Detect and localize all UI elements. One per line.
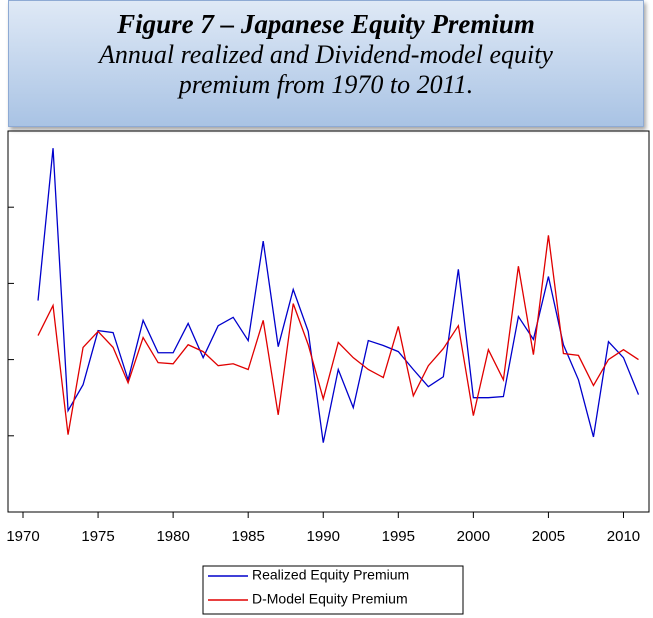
legend-label: D-Model Equity Premium — [252, 591, 408, 607]
title-box: Figure 7 – Japanese Equity Premium Annua… — [8, 0, 644, 127]
x-tick-label: 2005 — [532, 528, 565, 545]
x-tick-label: 1990 — [307, 528, 340, 545]
x-tick-label: 1985 — [231, 528, 264, 545]
x-tick-label: 1980 — [156, 528, 189, 545]
legend-box — [202, 565, 464, 615]
x-tick-label: 2000 — [457, 528, 490, 545]
plot-frame — [7, 130, 650, 513]
x-tick-label: 1975 — [81, 528, 114, 545]
x-tick-label: 2010 — [607, 528, 640, 545]
legend: Realized Equity Premium D-Model Equity Pr… — [202, 565, 464, 615]
series-line — [37, 148, 640, 443]
series-line — [37, 235, 639, 435]
legend-label: Realized Equity Premium — [252, 567, 409, 583]
x-tick-label: 1995 — [382, 528, 415, 545]
x-tick-label: 1970 — [6, 528, 39, 545]
chart-title: Figure 7 – Japanese Equity Premium — [117, 9, 535, 39]
chart-subtitle: Annual realized and Dividend-model equit… — [99, 40, 553, 99]
